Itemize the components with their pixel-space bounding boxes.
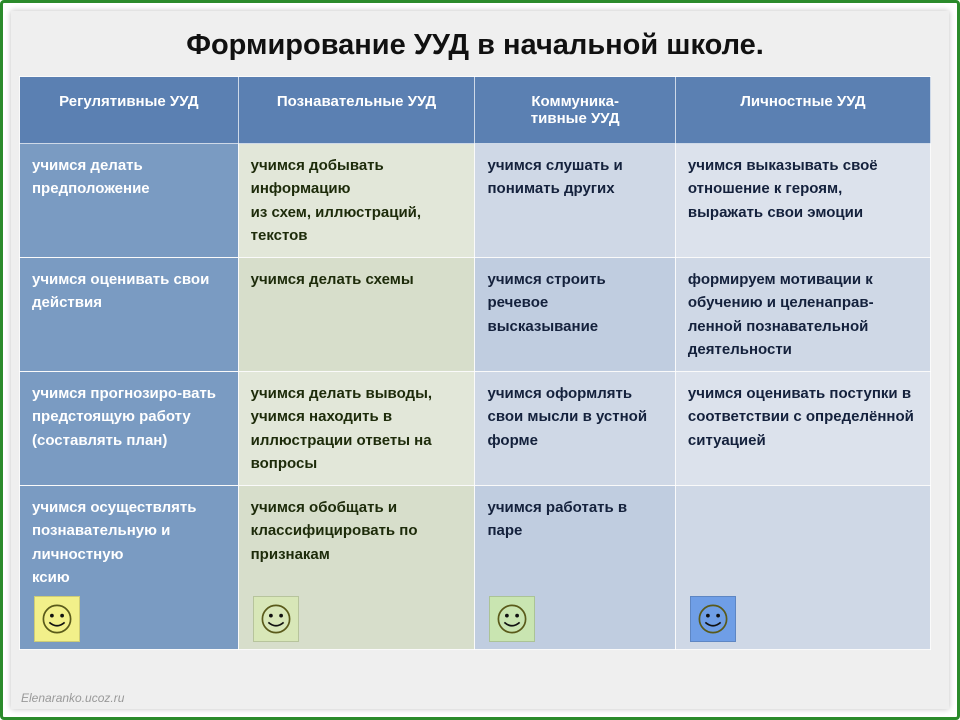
cell: учимся прогнозиро-вать предстоящую работ… <box>20 372 239 486</box>
cell: учимся осуществлять познавательную и лич… <box>20 486 239 650</box>
smiley-face-icon <box>696 602 730 636</box>
cell: учимся слушать и понимать других <box>475 144 675 258</box>
table-row: учимся делать предположение учимся добыв… <box>20 144 931 258</box>
cell-text: учимся обобщать и классифицировать по пр… <box>251 499 418 563</box>
table-row: учимся прогнозиро-вать предстоящую работ… <box>20 372 931 486</box>
footer-credit: Elenaranko.ucoz.ru <box>21 691 124 705</box>
cell: учимся выказывать своё отношение к героя… <box>675 144 930 258</box>
col-header-0: Регулятивные УУД <box>20 77 239 144</box>
uud-table: Регулятивные УУД Познавательные УУД Комм… <box>19 76 931 650</box>
table-body: учимся делать предположение учимся добыв… <box>20 144 931 650</box>
cell: учимся делать схемы <box>238 258 475 372</box>
page-title: Формирование УУД в начальной школе. <box>19 29 931 62</box>
table-row: учимся оценивать свои действия учимся де… <box>20 258 931 372</box>
smiley-face-icon <box>259 602 293 636</box>
slide-frame: Формирование УУД в начальной школе. Регу… <box>0 0 960 720</box>
smiley-slot-0 <box>30 590 80 643</box>
cell-text: учимся осуществлять познавательную и лич… <box>32 499 196 586</box>
smiley-icon <box>690 596 736 642</box>
slide-page: Формирование УУД в начальной школе. Регу… <box>11 11 949 709</box>
cell: учимся делать выводы,учимся находить в и… <box>238 372 475 486</box>
table-row: учимся осуществлять познавательную и лич… <box>20 486 931 650</box>
smiley-slot-3 <box>686 590 736 643</box>
cell: учимся оформлять свои мысли в устной фор… <box>475 372 675 486</box>
smiley-face-icon <box>495 602 529 636</box>
smiley-slot-2 <box>485 590 535 643</box>
cell: учимся оценивать свои действия <box>20 258 239 372</box>
cell: учимся обобщать и классифицировать по пр… <box>238 486 475 650</box>
cell: учимся делать предположение <box>20 144 239 258</box>
cell: учимся строить речевое высказывание <box>475 258 675 372</box>
cell <box>675 486 930 650</box>
cell: учимся оценивать поступки в соответствии… <box>675 372 930 486</box>
cell: формируем мотивации к обучению и целенап… <box>675 258 930 372</box>
cell-text: учимся работать в паре <box>487 499 627 539</box>
smiley-face-icon <box>40 602 74 636</box>
col-header-3: Личностные УУД <box>675 77 930 144</box>
smiley-icon <box>489 596 535 642</box>
cell: учимся добывать информациюиз схем, иллюс… <box>238 144 475 258</box>
smiley-icon <box>253 596 299 642</box>
col-header-1: Познавательные УУД <box>238 77 475 144</box>
cell: учимся работать в паре <box>475 486 675 650</box>
header-row: Регулятивные УУД Познавательные УУД Комм… <box>20 77 931 144</box>
smiley-icon <box>34 596 80 642</box>
col-header-2: Коммуника-тивные УУД <box>475 77 675 144</box>
smiley-slot-1 <box>249 590 299 643</box>
